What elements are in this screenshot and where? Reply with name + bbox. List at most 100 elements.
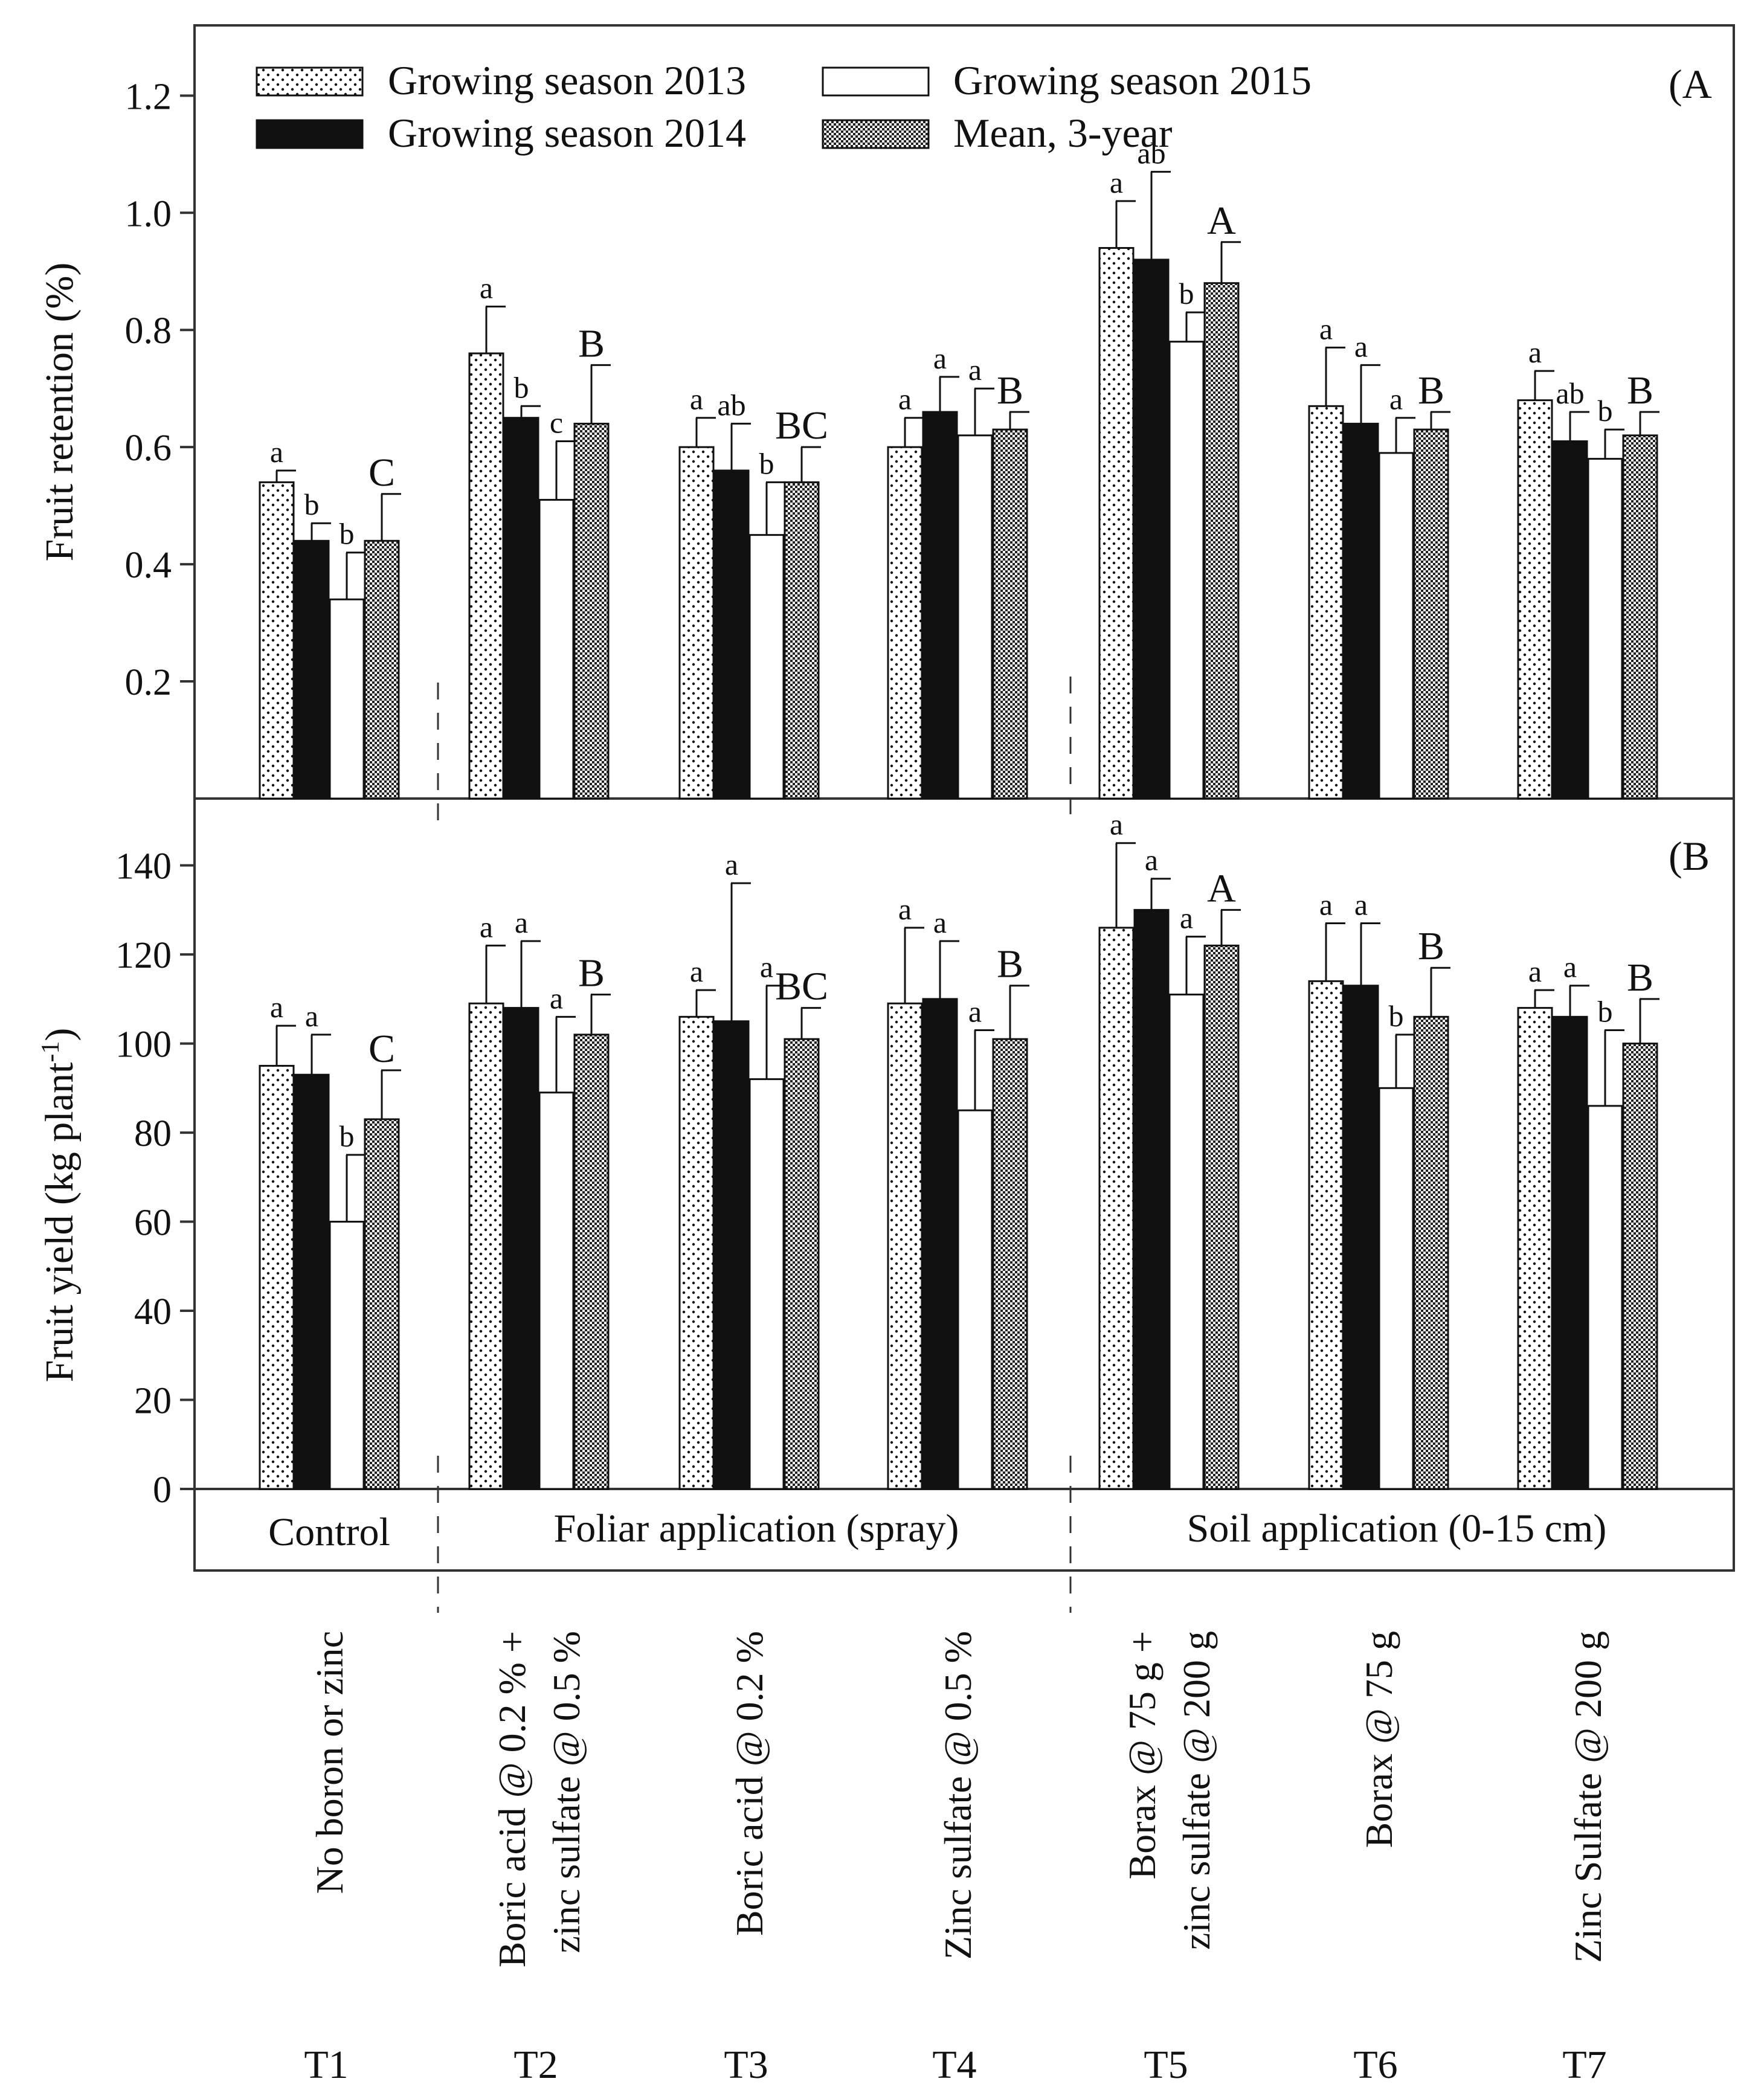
panel-b-bar-2014-t7 xyxy=(1552,1015,1588,1490)
panel-a-significance-letter: a xyxy=(898,382,912,416)
panel-a-significance-letter: a xyxy=(1528,335,1542,369)
panel-a-bar-2013-t2 xyxy=(468,352,504,800)
panel-a-significance-letter: ab xyxy=(1556,376,1584,410)
panel-a-ylabel: Fruit retention (%) xyxy=(37,263,82,562)
panel-a-significance-letter: b xyxy=(514,370,529,404)
panel-b-bar-2013-t3 xyxy=(678,1015,715,1490)
panel-a-bar-2014-t7 xyxy=(1552,440,1588,800)
panel-b-bar-2014-t1 xyxy=(294,1073,330,1490)
panel-b-significance-letter: a xyxy=(305,999,318,1033)
panel-a-significance-letter: B xyxy=(578,321,605,365)
panel-b-bar-2014-t6 xyxy=(1343,985,1379,1490)
treatment-description-t4: Zinc sulfate @ 0.5 % xyxy=(936,1631,979,1960)
panel-a-bar-2014-t2 xyxy=(503,417,539,800)
panel-a-bar-2013-t5 xyxy=(1098,246,1135,800)
panel-a-significance-letter: b xyxy=(304,487,320,521)
panel-b-bar-2015-t2 xyxy=(538,1092,575,1490)
panel-a-ytick-label: 0.4 xyxy=(125,545,172,586)
panel-a-significance-letter: C xyxy=(369,451,395,495)
panel-b-ylabel-main: Fruit yield (kg plant xyxy=(37,1063,82,1383)
legend-label-mean: Mean, 3-year xyxy=(953,110,1173,156)
panel-b-bar-2013-t1 xyxy=(259,1064,295,1490)
group-label-control: Control xyxy=(268,1510,390,1554)
panel-a-significance-letter: B xyxy=(1627,368,1653,413)
panel-b-bar-2015-t4 xyxy=(957,1109,993,1490)
panel-a-bar-2014-t4 xyxy=(922,411,958,800)
panel-a-bar-2015-t7 xyxy=(1587,458,1623,800)
panel-a-ytick-label: 0.2 xyxy=(125,662,172,703)
panel-b-ylabel-close: ) xyxy=(37,1028,82,1041)
legend-label-2014: Growing season 2014 xyxy=(388,110,746,156)
panel-a-bar-2013-t4 xyxy=(887,446,923,800)
panel-a-bar-2015-t3 xyxy=(748,534,785,800)
panel-b-significance-letter: a xyxy=(933,905,947,939)
panel-b-bar-2015-t6 xyxy=(1378,1087,1414,1490)
panel-a-significance-letter: a xyxy=(968,353,982,387)
legend-label-2013: Growing season 2013 xyxy=(388,57,746,103)
panel-a-bar-mean-t3 xyxy=(784,481,820,800)
panel-b-bar-2014-t3 xyxy=(713,1020,750,1490)
panel-a-ytick-label: 1.2 xyxy=(125,76,172,117)
panel-b-bar-mean-t3 xyxy=(784,1038,820,1490)
panel-b-significance-letter: A xyxy=(1207,866,1236,910)
panel-b-ytick-label: 20 xyxy=(134,1381,172,1422)
panel-b-significance-letter: b xyxy=(340,1119,355,1153)
panel-a-ytick-label: 0.6 xyxy=(125,428,172,469)
panel-a-bar-mean-t5 xyxy=(1203,282,1240,800)
treatment-description-t6: Borax @ 75 g xyxy=(1357,1631,1400,1848)
panel-a-bar-2013-t6 xyxy=(1308,405,1344,800)
panel-a-significance-letter: a xyxy=(270,435,283,469)
panel-b-ytick-label: 80 xyxy=(134,1113,172,1154)
panel-a-significance-letter: a xyxy=(1389,382,1403,416)
treatment-code-t4: T4 xyxy=(932,2043,976,2087)
panel-a-bar-2013-t3 xyxy=(678,446,715,800)
panel-b-significance-letter: b xyxy=(1598,994,1613,1028)
panel-b-ytick-label: 100 xyxy=(115,1024,172,1066)
panel-b-ytick-label: 120 xyxy=(115,935,172,976)
treatment-code-t7: T7 xyxy=(1562,2043,1606,2087)
treatment-labels: No boron or zinc T1 Boric acid @ 0.2 % + zi… xyxy=(304,1631,1609,2087)
panel-b-significance-letter: a xyxy=(760,950,773,984)
panel-a-bar-mean-t4 xyxy=(992,428,1028,800)
panel-a-bar-2013-t7 xyxy=(1517,399,1553,800)
panel-b-label: (B xyxy=(1669,833,1710,879)
panel-b-bar-2013-t7 xyxy=(1517,1007,1553,1490)
panel-a-significance-letter: a xyxy=(1319,312,1333,346)
panel-a-ytick-label: 0.8 xyxy=(125,310,172,352)
panel-a-significance-letter: b xyxy=(340,517,355,551)
treatment-code-t6: T6 xyxy=(1353,2043,1397,2087)
panel-b-bar-2015-t5 xyxy=(1168,993,1205,1490)
panel-b-significance-letter: BC xyxy=(775,965,828,1009)
panel-a-bar-2015-t2 xyxy=(538,498,575,800)
panel-b-significance-letter: a xyxy=(270,990,283,1024)
panel-b-significance-letter: B xyxy=(997,942,1023,986)
panel-b-significance-letter: a xyxy=(968,994,982,1028)
treatment-description-t2: Boric acid @ 0.2 % + xyxy=(491,1631,533,1967)
panel-a-significance-letter: c xyxy=(550,405,563,439)
panel-a-label: (A xyxy=(1669,61,1712,107)
panel-a-bar-2014-t3 xyxy=(713,469,750,800)
panel-b-significance-letter: a xyxy=(515,905,528,939)
panel-a-significance-letter: BC xyxy=(775,403,828,448)
panel-b-bar-2014-t4 xyxy=(922,998,958,1490)
panel-b-significance-letter: a xyxy=(1354,887,1368,921)
legend-swatch-mean xyxy=(822,119,930,149)
panel-b-bar-mean-t7 xyxy=(1622,1043,1658,1490)
panel-b-significance-letter: a xyxy=(550,981,563,1015)
panel-a-bar-2015-t5 xyxy=(1168,341,1205,800)
treatment-code-t3: T3 xyxy=(724,2043,768,2087)
panel-b-significance-letter: C xyxy=(369,1027,395,1071)
panel-a-significance-letter: b xyxy=(759,446,774,480)
panel-a-significance-letter: b xyxy=(1179,277,1194,310)
panel-a-bar-mean-t1 xyxy=(364,539,400,800)
panel-b-bar-mean-t6 xyxy=(1413,1015,1449,1490)
panel-b-ytick-label: 0 xyxy=(153,1470,172,1511)
panel-a-ytick-label: 1.0 xyxy=(125,193,172,234)
treatment-description-t2: zinc sulfate @ 0.5 % xyxy=(545,1631,588,1953)
treatment-code-t2: T2 xyxy=(513,2043,558,2087)
panel-b-ylabel: Fruit yield (kg plant-1) xyxy=(37,1028,82,1383)
group-label-soil: Soil application (0-15 cm) xyxy=(1187,1506,1607,1551)
treatment-description-t5: zinc sulfate @ 200 g xyxy=(1175,1631,1218,1950)
panel-b-bar-2015-t7 xyxy=(1587,1105,1623,1490)
